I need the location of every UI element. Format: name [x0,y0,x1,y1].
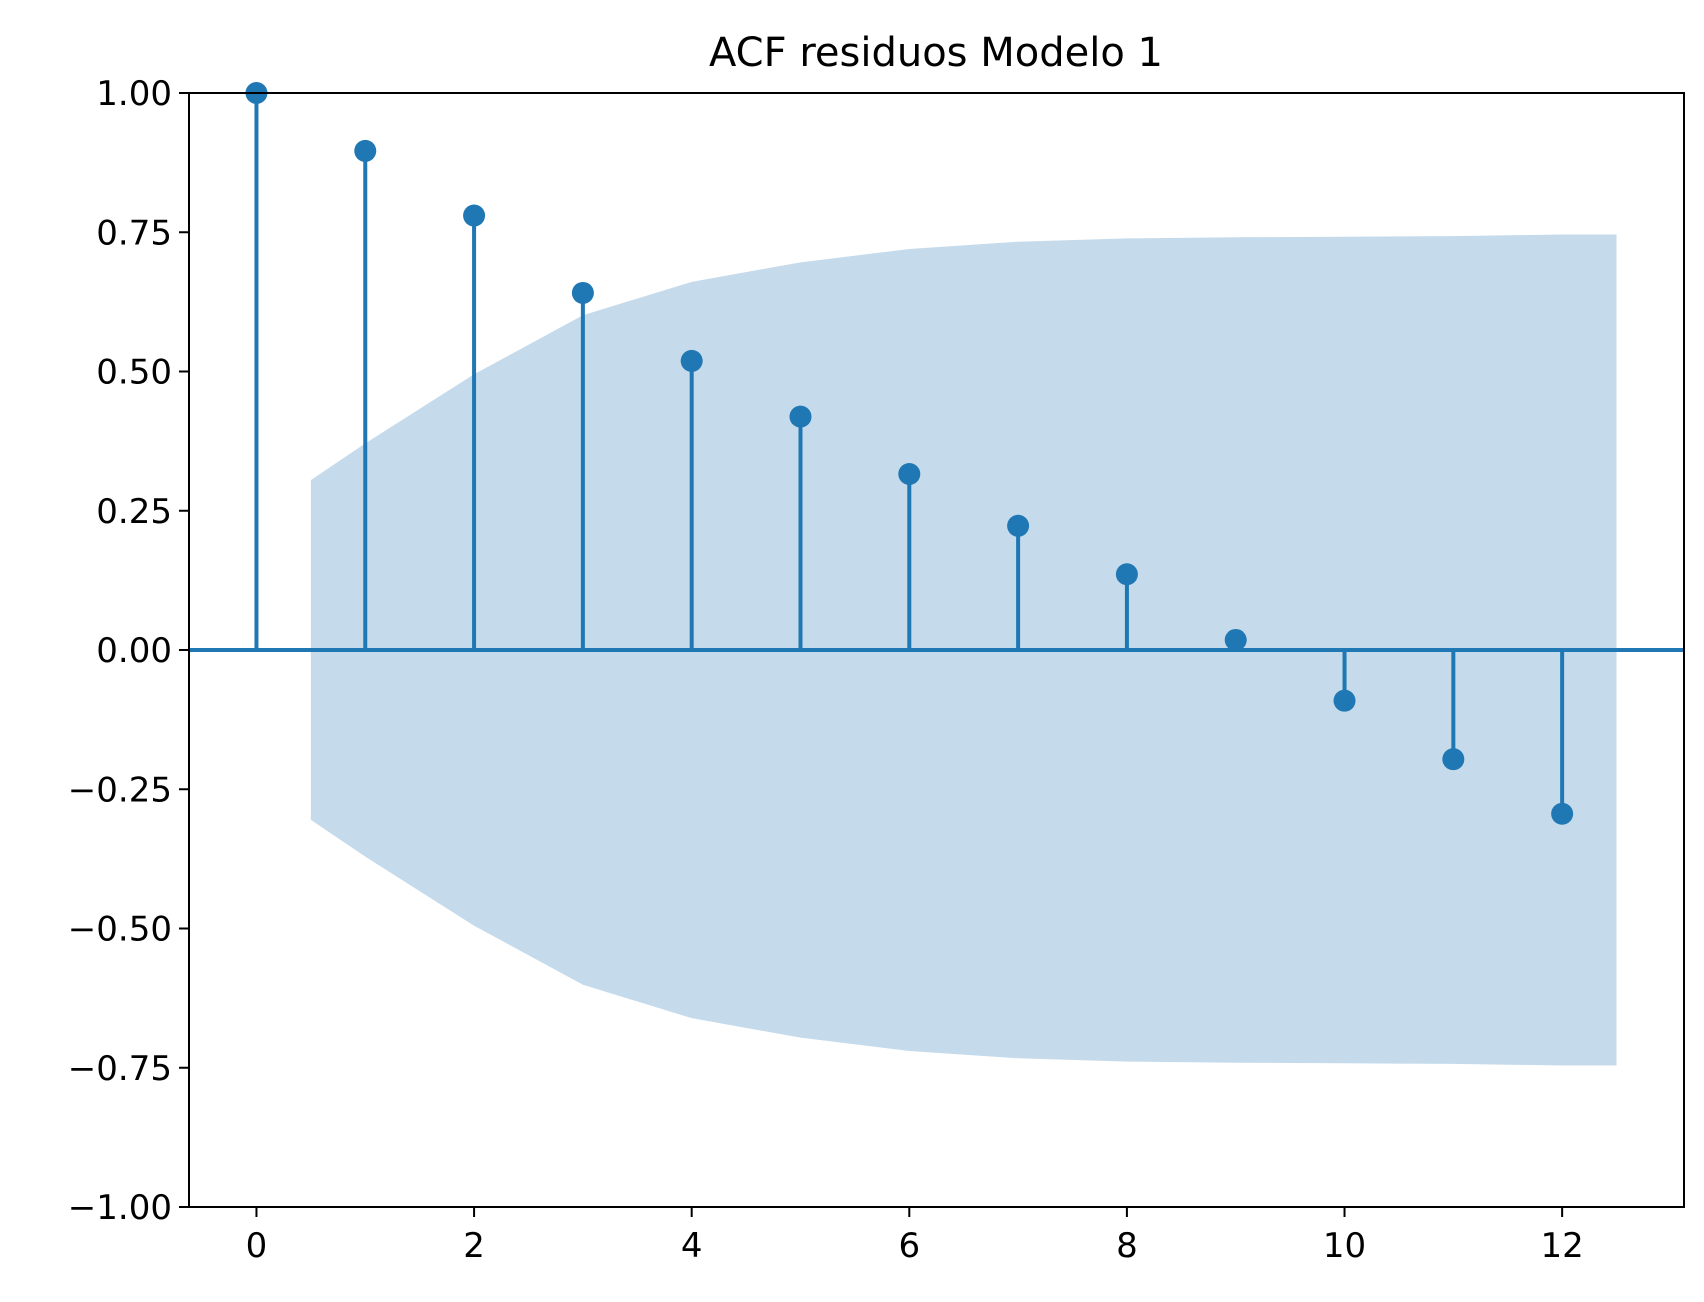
chart-title: ACF residuos Modelo 1 [709,30,1163,76]
y-tick-label-1: 0.75 [96,213,172,253]
marker-lag-8 [1115,563,1138,586]
marker-lag-12 [1551,802,1574,825]
axes: 0 2 4 6 8 10 12 1.00 0.75 0.50 0.25 0.00 −0.25 −0.50 −… [68,74,1685,1266]
marker-lag-10 [1333,689,1356,712]
marker-lag-7 [1007,514,1030,537]
x-tick-label-2: 2 [463,1226,485,1266]
x-tick-label-12: 12 [1541,1226,1584,1266]
y-tick-label-8: −1.00 [68,1188,172,1228]
x-tick-label-0: 0 [246,1226,268,1266]
marker-lag-6 [898,462,921,485]
marker-lag-1 [354,139,377,162]
y-tick-label-7: −0.75 [68,1049,172,1089]
marker-lag-3 [571,281,594,304]
stem-layer [189,82,1684,825]
marker-lag-9 [1224,628,1247,651]
marker-lag-11 [1442,748,1465,771]
x-tick-label-6: 6 [898,1226,920,1266]
x-tick-label-8: 8 [1116,1226,1138,1266]
marker-lag-5 [789,405,812,428]
y-tick-label-5: −0.25 [68,770,172,810]
y-tick-label-3: 0.25 [96,492,172,532]
marker-lag-2 [463,204,486,227]
x-tick-label-4: 4 [681,1226,703,1266]
y-tick-label-6: −0.50 [68,910,172,950]
y-tick-label-4: 0.00 [96,631,172,671]
x-tick-label-10: 10 [1323,1226,1366,1266]
y-tick-label-2: 0.50 [96,353,172,393]
y-tick-label-0: 1.00 [96,74,172,114]
marker-lag-4 [680,349,703,372]
